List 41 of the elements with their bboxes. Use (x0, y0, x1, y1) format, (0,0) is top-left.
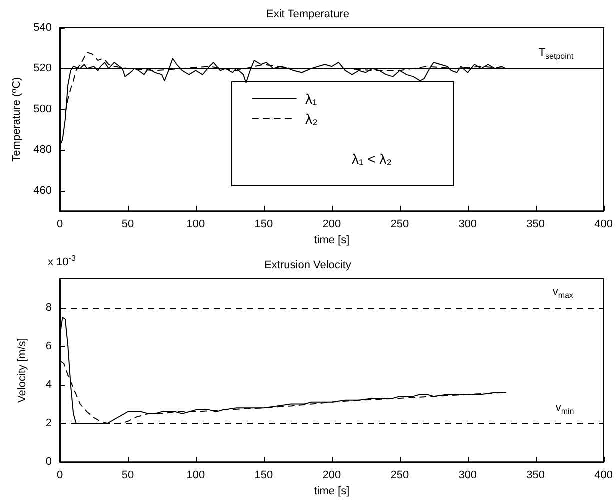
x-tick-label: 150 (254, 218, 274, 231)
x-tick-label: 200 (322, 470, 342, 482)
y-tick-label: 540 (34, 22, 52, 34)
y-tick-label: 8 (46, 302, 52, 314)
y-tick-label: 480 (34, 144, 52, 156)
y-tick-label: 2 (46, 418, 52, 430)
y-tick-label: 0 (46, 456, 52, 468)
x-tick-label: 0 (56, 218, 64, 231)
y-tick-label: 460 (34, 184, 52, 197)
x-tick-label: 300 (458, 470, 478, 482)
x-tick-label: 50 (122, 470, 134, 482)
x-tick-label: 300 (458, 218, 478, 231)
y-tick-label: 520 (34, 62, 52, 75)
chart-title: Extrusion Velocity (264, 260, 352, 272)
legend-label: λ₂ (306, 111, 318, 127)
y-tick-label: 500 (34, 103, 52, 116)
x-tick-label: 50 (122, 218, 134, 231)
x-tick-label: 200 (322, 218, 342, 231)
x-tick-label: 150 (254, 470, 274, 482)
x-tick-label: 250 (390, 470, 410, 482)
x-tick-label: 0 (56, 470, 64, 482)
x-tick-label: 100 (186, 470, 206, 482)
y-axis-title: Velocity [m/s] (16, 338, 28, 403)
x-axis-title: time [s] (314, 486, 350, 498)
y-tick-label: 4 (46, 379, 52, 392)
annotation: λ₁ < λ₂ (352, 151, 392, 167)
y-axis-title: Temperature (oC) (10, 77, 24, 162)
x-tick-label: 400 (594, 218, 614, 231)
x-axis-title: time [s] (314, 234, 350, 246)
x-tick-label: 350 (526, 218, 546, 231)
x-tick-label: 250 (390, 218, 410, 231)
x-tick-label: 400 (594, 470, 614, 482)
ref-line-label: T$_{setpoint}$ (538, 46, 574, 61)
x-tick-label: 100 (186, 218, 206, 231)
chart-title: Exit Temperature (266, 8, 350, 20)
text: x 10$^{-3}$ (48, 254, 76, 269)
y-tick-label: 6 (46, 340, 52, 352)
legend-label: λ₁ (306, 91, 318, 107)
ref-line-label: v$_{min}$ (556, 402, 574, 416)
ref-line-label: v$_{max}$ (552, 286, 574, 300)
x-tick-label: 350 (526, 470, 546, 482)
